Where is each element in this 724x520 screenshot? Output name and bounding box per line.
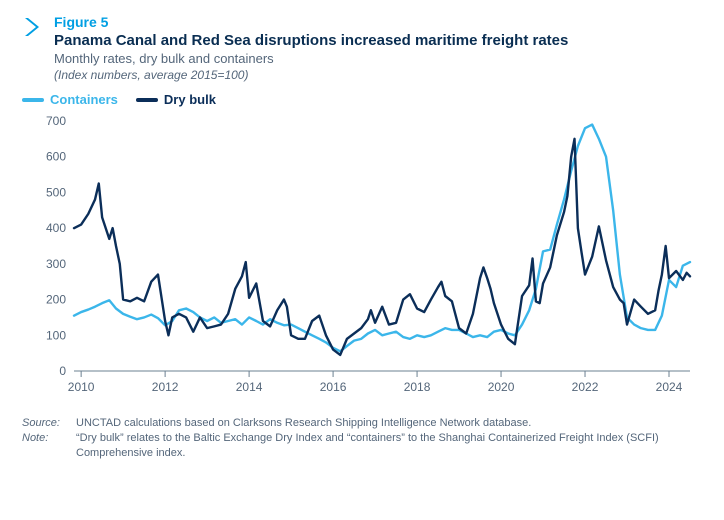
x-tick-label: 2010 bbox=[68, 380, 95, 394]
figure-header: Figure 5 Panama Canal and Red Sea disrup… bbox=[22, 14, 702, 82]
x-tick-label: 2016 bbox=[320, 380, 347, 394]
legend-swatch-containers bbox=[22, 98, 44, 102]
x-tick-label: 2014 bbox=[236, 380, 263, 394]
y-tick-label: 600 bbox=[46, 150, 66, 164]
figure-container: Figure 5 Panama Canal and Red Sea disrup… bbox=[0, 0, 724, 520]
y-tick-label: 100 bbox=[46, 328, 66, 342]
chevron-right-icon bbox=[22, 16, 44, 38]
title-block: Figure 5 Panama Canal and Red Sea disrup… bbox=[54, 14, 702, 82]
footer-note-key: Note: bbox=[22, 431, 76, 461]
y-tick-label: 300 bbox=[46, 257, 66, 271]
legend-swatch-drybulk bbox=[136, 98, 158, 102]
footer-source-key: Source: bbox=[22, 416, 76, 431]
figure-subtitle: Monthly rates, dry bulk and containers bbox=[54, 51, 702, 66]
legend-label-containers: Containers bbox=[50, 92, 118, 107]
chart: 0 100 200 300 400 500 600 700 2010 2012 2014 2016 20… bbox=[22, 113, 702, 408]
legend-item-drybulk: Dry bulk bbox=[136, 92, 216, 107]
footer-source-val: UNCTAD calculations based on Clarksons R… bbox=[76, 416, 702, 431]
x-tick-label: 2024 bbox=[656, 380, 683, 394]
y-tick-label: 700 bbox=[46, 114, 66, 128]
figure-footer: Source: UNCTAD calculations based on Cla… bbox=[22, 416, 702, 461]
x-tick-label: 2018 bbox=[404, 380, 431, 394]
legend-item-containers: Containers bbox=[22, 92, 118, 107]
figure-label: Figure 5 bbox=[54, 14, 702, 30]
legend-label-drybulk: Dry bulk bbox=[164, 92, 216, 107]
y-tick-label: 0 bbox=[59, 364, 66, 378]
series-containers bbox=[74, 125, 690, 352]
chart-svg: 0 100 200 300 400 500 600 700 2010 2012 2014 2016 20… bbox=[22, 113, 697, 403]
x-tick-label: 2022 bbox=[572, 380, 599, 394]
footer-note-row: Note: “Dry bulk” relates to the Baltic E… bbox=[22, 431, 702, 461]
legend: Containers Dry bulk bbox=[22, 92, 702, 107]
x-tick-label: 2020 bbox=[488, 380, 515, 394]
series-drybulk bbox=[74, 139, 690, 355]
y-tick-label: 500 bbox=[46, 185, 66, 199]
y-tick-label: 400 bbox=[46, 221, 66, 235]
y-tick-label: 200 bbox=[46, 293, 66, 307]
footer-note-val: “Dry bulk” relates to the Baltic Exchang… bbox=[76, 431, 702, 461]
figure-title: Panama Canal and Red Sea disruptions inc… bbox=[54, 32, 702, 49]
x-tick-label: 2012 bbox=[152, 380, 179, 394]
figure-index-note: (Index numbers, average 2015=100) bbox=[54, 68, 702, 82]
footer-source-row: Source: UNCTAD calculations based on Cla… bbox=[22, 416, 702, 431]
